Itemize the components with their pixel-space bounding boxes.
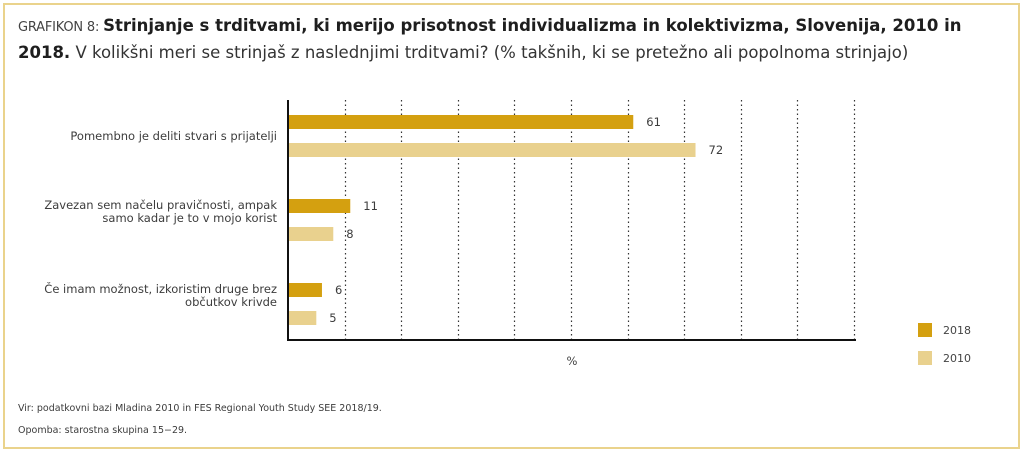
bar-2010 <box>288 227 334 241</box>
value-label-2010: 8 <box>346 227 353 241</box>
bar-2018 <box>288 199 351 213</box>
figure-title: GRAFIKON 8: Strinjanje s trditvami, ki m… <box>18 13 1008 65</box>
value-label-2018: 61 <box>646 115 661 129</box>
figure-frame <box>3 3 1020 449</box>
bar-2018 <box>288 283 322 297</box>
category-label: samo kadar je to v mojo korist <box>102 211 277 225</box>
legend-swatch-2018 <box>918 323 932 337</box>
legend-swatch-2010 <box>918 351 932 365</box>
category-label: Zavezan sem načelu pravičnosti, ampak <box>44 198 277 212</box>
value-label-2018: 11 <box>363 199 378 213</box>
figure-title-main: Strinjanje s trditvami, ki merijo prisot… <box>18 16 962 62</box>
category-label: Če imam možnost, izkoristim druge brez <box>44 282 277 296</box>
bar-2010 <box>288 311 317 325</box>
value-label-2010: 72 <box>709 143 724 157</box>
x-axis-label: % <box>567 354 578 368</box>
legend-label-2010: 2010 <box>943 352 971 365</box>
value-label-2018: 6 <box>335 283 342 297</box>
value-label-2010: 5 <box>329 311 336 325</box>
category-label: Pomembno je deliti stvari s prijatelji <box>70 129 277 143</box>
figure-subtitle: V kolikšni meri se strinjaš z naslednjim… <box>70 43 909 62</box>
legend-label-2018: 2018 <box>943 324 971 337</box>
bar-2018 <box>288 115 634 129</box>
bar-2010 <box>288 143 696 157</box>
figure-number: GRAFIKON 8: <box>18 20 104 35</box>
source-note: Vir: podatkovni bazi Mladina 2010 in FES… <box>18 403 382 414</box>
category-label: občutkov krivde <box>185 295 277 309</box>
footnote: Opomba: starostna skupina 15−29. <box>18 425 188 436</box>
